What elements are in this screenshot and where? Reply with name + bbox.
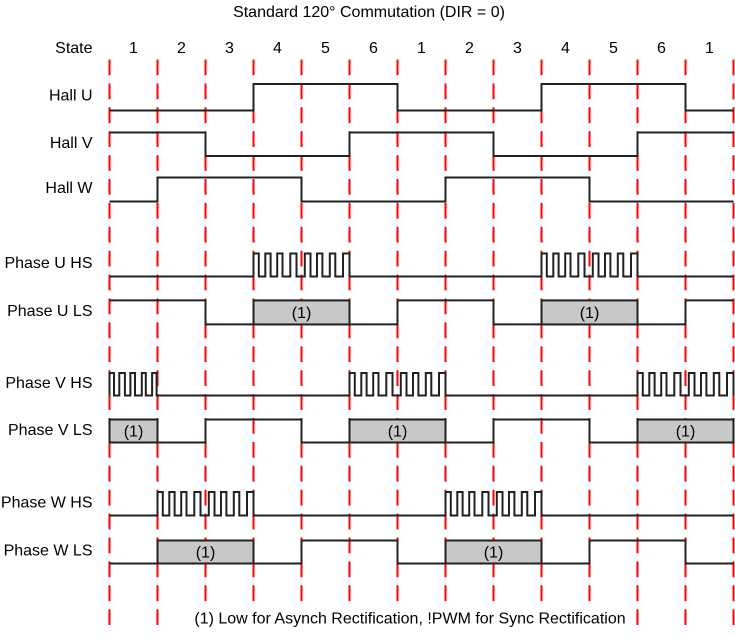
svg-text:(1): (1) — [580, 305, 600, 322]
svg-text:(1): (1) — [196, 545, 216, 562]
svg-text:Phase U LS: Phase U LS — [7, 303, 92, 320]
svg-text:Phase W HS: Phase W HS — [1, 495, 93, 512]
svg-text:Phase U HS: Phase U HS — [4, 255, 92, 272]
svg-text:5: 5 — [609, 40, 618, 57]
svg-text:Phase W LS: Phase W LS — [4, 543, 93, 560]
svg-text:(1): (1) — [388, 424, 408, 441]
svg-text:1: 1 — [705, 40, 714, 57]
svg-text:1: 1 — [417, 40, 426, 57]
svg-text:2: 2 — [465, 40, 474, 57]
svg-text:(1): (1) — [124, 424, 144, 441]
svg-text:Hall U: Hall U — [49, 88, 93, 105]
svg-text:2: 2 — [177, 40, 186, 57]
svg-text:5: 5 — [321, 40, 330, 57]
svg-text:(1): (1) — [676, 424, 696, 441]
svg-text:4: 4 — [273, 40, 282, 57]
svg-text:Hall W: Hall W — [45, 180, 93, 197]
svg-text:State: State — [55, 40, 92, 57]
svg-text:Hall V: Hall V — [50, 135, 93, 152]
svg-text:Phase V LS: Phase V LS — [8, 422, 93, 439]
svg-text:(1): (1) — [292, 305, 312, 322]
svg-text:3: 3 — [225, 40, 234, 57]
svg-text:(1) Low for Asynch Rectificati: (1) Low for Asynch Rectification, !PWM f… — [194, 611, 625, 628]
svg-text:Phase V HS: Phase V HS — [5, 375, 92, 392]
svg-text:3: 3 — [513, 40, 522, 57]
svg-text:6: 6 — [369, 40, 378, 57]
svg-text:Standard 120° Commutation (DIR: Standard 120° Commutation (DIR = 0) — [233, 4, 505, 21]
svg-text:4: 4 — [561, 40, 570, 57]
svg-text:1: 1 — [129, 40, 138, 57]
svg-text:(1): (1) — [484, 545, 504, 562]
svg-text:6: 6 — [657, 40, 666, 57]
